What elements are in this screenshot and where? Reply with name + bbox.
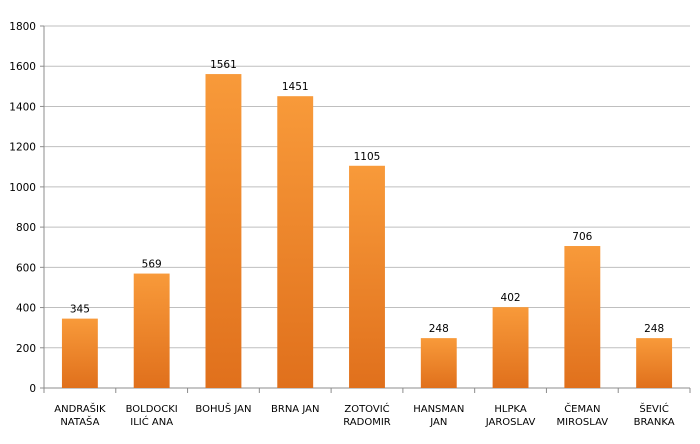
x-tick-label: HANSMAN [413,404,464,415]
data-label: 345 [70,304,90,316]
x-tick-label: ANDRAŠIK [54,402,106,415]
bar [492,307,529,388]
bar [349,165,385,388]
bar [420,338,457,388]
y-tick-label: 600 [16,262,36,274]
data-label: 569 [142,259,162,271]
x-tick-label: BOHUŠ JAN [195,402,251,415]
y-tick-label: 800 [16,222,36,234]
labels: 0 200 400 600 800 1000 1200 1400 1600 1800 345 ANDR… [9,21,674,428]
bar [636,338,673,388]
data-label: 402 [501,292,521,304]
bar [133,273,170,388]
x-tick-label: JAROSLAV [485,417,536,428]
x-tick-label: ČEMAN [564,402,600,415]
x-tick-label: JAN [429,417,447,428]
x-tick-label: MIROSLAV [557,417,609,428]
data-label: 1561 [210,59,237,71]
y-tick-label: 1400 [9,101,36,113]
bar [205,74,242,388]
x-tick-label: ŠEVIĆ [639,402,668,415]
bar [277,96,314,388]
x-tick-label: NATAŠA [60,415,99,428]
x-tick-label: ILIĆ ANA [130,415,173,428]
y-tick-label: 1800 [9,21,36,33]
data-label: 1105 [354,151,381,163]
x-tick-label: HLPKA [494,404,527,415]
x-tick-label: ZOTOVIĆ [344,402,389,415]
bars [61,74,673,388]
x-tick-label: BOLDOCKI [126,404,178,415]
bar [564,246,601,388]
bar [61,318,98,388]
data-label: 1451 [282,81,309,93]
y-tick-label: 1000 [9,182,36,194]
y-tick-label: 400 [16,303,36,315]
y-tick-label: 0 [29,383,36,395]
y-tick-label: 1600 [9,61,36,73]
data-label: 248 [429,323,449,335]
y-tick-label: 200 [16,343,36,355]
data-label: 706 [572,231,592,243]
data-label: 248 [644,323,664,335]
x-tick-label: BRNA JAN [271,404,319,415]
x-tick-label: RADOMIR [343,417,391,428]
y-tick-label: 1200 [9,142,36,154]
x-tick-label: BRANKA [634,417,675,428]
